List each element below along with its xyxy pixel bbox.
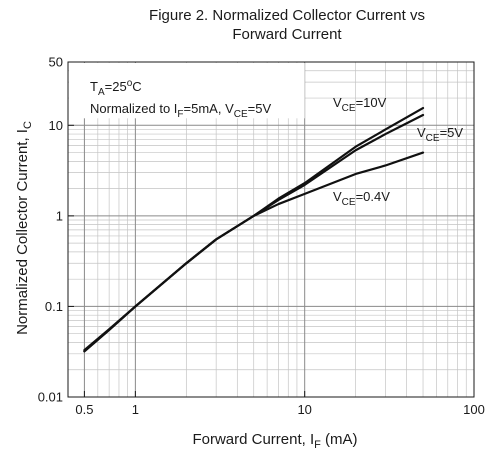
y-tick-label: 10 bbox=[49, 118, 63, 133]
x-tick-label: 1 bbox=[132, 402, 139, 417]
series-lines bbox=[83, 106, 425, 353]
x-axis-label: Forward Current, IF (mA) bbox=[192, 431, 357, 450]
series-label-vce-0.4v: VCE=0.4V bbox=[333, 189, 390, 208]
series-label-vce-10v: VCE=10V bbox=[333, 95, 387, 114]
x-tick-label: 0.5 bbox=[75, 402, 93, 417]
chart-title-line-2: Forward Current bbox=[232, 26, 342, 43]
chart-title-line-1: Figure 2. Normalized Collector Current v… bbox=[149, 7, 425, 24]
y-tick-label: 0.1 bbox=[45, 299, 63, 314]
x-tick-label: 100 bbox=[463, 402, 485, 417]
normalization-annotation: Normalized to IF=5mA, VCE=5V bbox=[90, 101, 271, 120]
series-label-vce-5v: VCE=5V bbox=[417, 125, 463, 144]
annotation-background bbox=[69, 63, 305, 119]
y-axis-label: Normalized Collector Current, IC bbox=[14, 121, 34, 335]
temperature-annotation: TA=25oC bbox=[90, 78, 142, 98]
y-tick-label: 50 bbox=[49, 55, 63, 70]
series-line-3 bbox=[83, 151, 425, 352]
x-tick-label: 10 bbox=[297, 402, 311, 417]
axis-tick-labels: 0.5 1 10 100 0.01 0.1 1 10 50 bbox=[38, 55, 485, 418]
axis-ticks bbox=[68, 61, 475, 398]
y-tick-label: 0.01 bbox=[38, 390, 63, 405]
plot-frame bbox=[67, 61, 475, 398]
y-tick-label: 1 bbox=[56, 208, 63, 223]
